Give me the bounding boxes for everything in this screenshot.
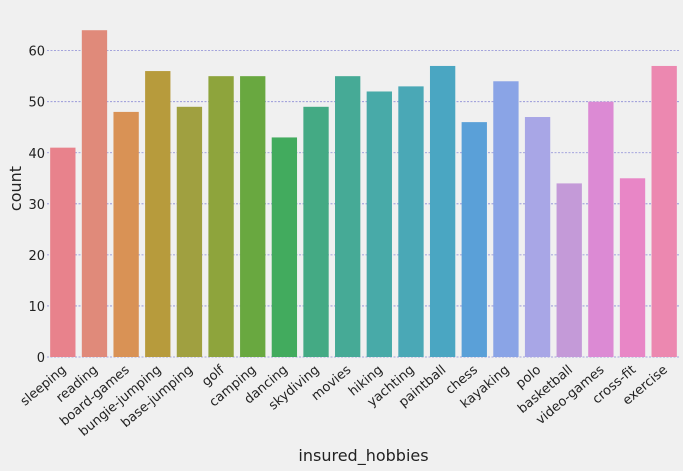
bar-yachting [398,86,424,357]
bar-exercise [651,65,677,358]
bar-paintball [429,65,456,358]
bar-sleeping [50,147,76,357]
bar-cross-fit [619,178,646,357]
bar-skydiving [303,106,329,357]
y-tick-labels: 0 10 20 30 40 50 60 [28,45,45,366]
y-tick-label: 20 [28,249,45,264]
y-tick-label: 60 [28,45,45,60]
y-tick-label: 40 [28,147,45,162]
bar-movies [335,76,361,358]
bar-reading [81,30,108,357]
y-tick-label: 50 [28,96,45,111]
bar-polo [524,117,551,357]
y-tick-label: 30 [28,198,45,213]
bar-bungie-jumping [145,71,171,357]
y-axis-label: count [6,166,25,211]
bar-video-games [588,101,614,358]
bar-board-games [113,111,139,357]
bar-golf [208,76,234,358]
bar-base-jumping [176,106,203,357]
x-tick-labels: sleepingreadingboard-gamesbungie-jumping… [18,362,671,439]
bar-dancing [271,137,298,357]
x-axis-label: insured_hobbies [298,446,428,466]
grid-lines [47,50,680,358]
bar-kayaking [493,81,519,357]
y-tick-label: 10 [28,300,45,315]
bar-camping [240,76,266,358]
bar-basketball [556,183,582,357]
bars [50,30,677,358]
y-tick-label: 0 [37,351,45,366]
bar-hiking [366,91,392,357]
bar-chess [461,122,487,357]
